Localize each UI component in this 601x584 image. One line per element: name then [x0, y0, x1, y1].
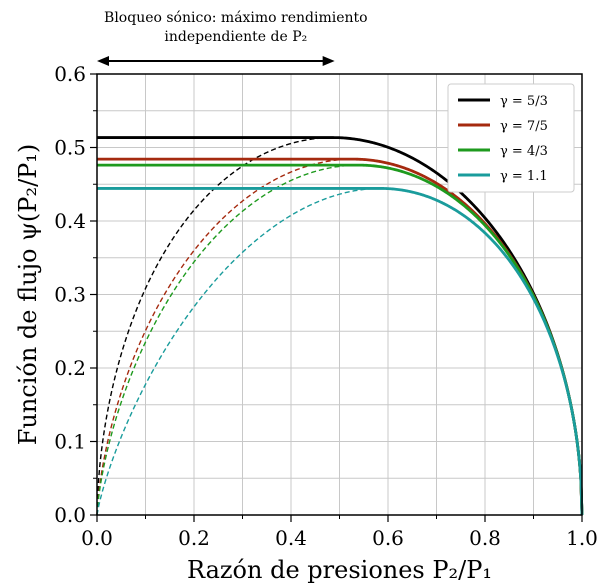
annotation-line-2: independiente de P₂	[164, 29, 307, 45]
y-tick-label: 0.3	[54, 283, 86, 307]
x-axis-label: Razón de presiones P₂/P₁	[187, 556, 492, 584]
axis-ticks	[90, 73, 583, 522]
series-dashed-curve	[96, 164, 359, 516]
x-tick-label: 0.8	[469, 526, 501, 550]
x-tick-label: 0.6	[372, 526, 404, 550]
series-solid-curve	[97, 187, 584, 516]
y-axis-label: Función de flujo ψ(P₂/P₁)	[14, 144, 42, 446]
legend-box	[447, 83, 575, 193]
x-tick-label: 1.0	[566, 526, 598, 550]
series-dashed-curve	[96, 158, 354, 516]
y-tick-label: 0.0	[54, 503, 86, 527]
y-tick-label: 0.1	[54, 430, 86, 454]
series-dashed-curve	[96, 136, 334, 516]
y-tick-label: 0.6	[54, 62, 86, 86]
y-tick-label: 0.2	[54, 356, 86, 380]
x-tick-label: 0.0	[81, 526, 113, 550]
legend-label: γ = 5/3	[500, 94, 548, 109]
series-dashed-curve	[96, 187, 381, 516]
x-tick-label: 0.4	[275, 526, 307, 550]
y-tick-label: 0.5	[54, 136, 86, 160]
axis-tick-labels: 0.0 0.2 0.4 0.6 0.8 1.0 0.0 0.1 0.2 0.3 0.4 0.5 0.6	[54, 62, 598, 550]
legend-label: γ = 7/5	[500, 119, 548, 134]
arrow-head-right-icon	[322, 56, 335, 66]
dashed-curves	[96, 136, 381, 516]
arrow-head-left-icon	[97, 56, 109, 66]
annotation: Bloqueo sónico: máximo rendimiento indep…	[97, 10, 368, 66]
legend-label: γ = 4/3	[500, 144, 548, 159]
legend-label: γ = 1.1	[500, 169, 548, 184]
legend: γ = 5/3 γ = 7/5 γ = 4/3 γ = 1.1	[447, 83, 575, 193]
annotation-line-1: Bloqueo sónico: máximo rendimiento	[104, 10, 368, 26]
x-tick-label: 0.2	[178, 526, 210, 550]
y-tick-label: 0.4	[54, 209, 86, 233]
